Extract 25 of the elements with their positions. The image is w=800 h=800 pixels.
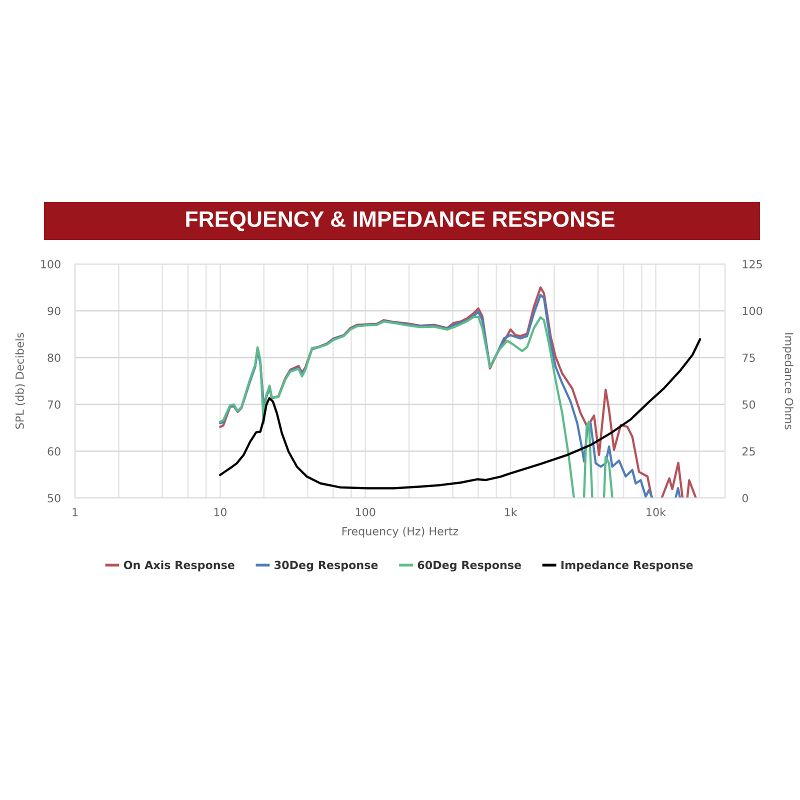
legend-label: Impedance Response xyxy=(561,560,693,572)
x-tick-label: 10 xyxy=(214,508,227,516)
y-axis-title: SPL (db) Decibels xyxy=(15,332,26,429)
y-tick-label: 90 xyxy=(48,306,60,316)
chart-title: FREQUENCY & IMPEDANCE RESPONSE xyxy=(186,211,614,232)
y-tick-label: 50 xyxy=(48,494,60,502)
legend-label: 60Deg Response xyxy=(418,560,521,572)
y2-tick-label: 125 xyxy=(742,260,762,268)
x-tick-label: 10k xyxy=(646,508,666,516)
y2-tick-label: 75 xyxy=(742,354,755,362)
y-tick-label: 70 xyxy=(48,400,60,409)
y2-axis-title: Impedance Ohms xyxy=(782,333,794,430)
legend-label: On Axis Response xyxy=(124,560,234,572)
y2-tick-label: 0 xyxy=(742,494,748,502)
x-tick-label: 1 xyxy=(72,508,78,516)
x-tick-label: 100 xyxy=(356,508,376,516)
x-axis-title: Frequency (Hz) Hertz xyxy=(342,526,458,538)
y-tick-label: 60 xyxy=(48,447,60,456)
y2-tick-label: 50 xyxy=(742,400,756,409)
y2-tick-label: 25 xyxy=(742,447,755,456)
y-tick-label: 100 xyxy=(41,260,60,268)
legend-label: 30Deg Response xyxy=(274,560,378,572)
x-tick-label: 1k xyxy=(505,508,518,516)
y2-tick-label: 100 xyxy=(742,306,762,316)
y-tick-label: 80 xyxy=(48,354,60,362)
